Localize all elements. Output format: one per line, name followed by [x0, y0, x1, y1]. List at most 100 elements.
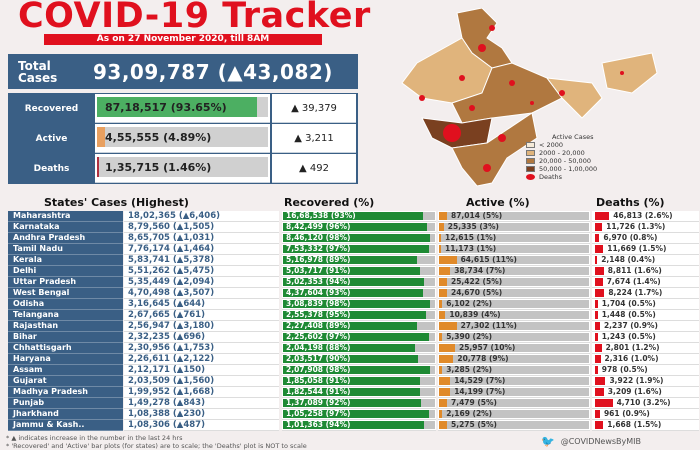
- table-row: Karnataka 8,79,560 (▲1,505) 8,42,499 (96%)…: [8, 222, 699, 233]
- active-bar: [439, 366, 443, 374]
- deaths-cell: 3,209 (1.6%): [592, 387, 699, 398]
- deaths-bar: [595, 377, 606, 385]
- table-row: Telangana 2,67,665 (▲761) 2,55,378 (95%) 10…: [8, 310, 699, 321]
- recovered-value: 8,42,499 (96%): [286, 222, 351, 231]
- state-name: Andhra Pradesh: [8, 233, 123, 244]
- recovered-cell: 1,37,089 (92%): [282, 398, 436, 409]
- active-bar: [439, 212, 447, 220]
- recovered-bar: [283, 366, 430, 374]
- recovered-bar: [283, 300, 430, 308]
- active-bar-track: [439, 366, 589, 374]
- total-cases-panel: Total Cases 93,09,787 (▲43,082): [8, 54, 358, 89]
- recovered-cell: 5,03,717 (91%): [282, 266, 436, 277]
- state-name: Haryana: [8, 354, 123, 365]
- summary-panel: Recovered 87,18,517 (93.65%) ▲ 39,379 Activ…: [8, 93, 358, 184]
- state-cases: 7,76,174 (▲1,464): [124, 244, 279, 255]
- map-northeast: [601, 52, 658, 94]
- deaths-bar: [595, 267, 604, 275]
- recovered-cell: 1,05,258 (97%): [282, 409, 436, 420]
- recovered-value: 2,07,908 (98%): [286, 365, 351, 374]
- legend-label: < 2000: [539, 141, 564, 149]
- legend-item: < 2000: [526, 141, 597, 149]
- recovered-column-header: Recovered (%): [284, 196, 375, 209]
- recovered-bar: [283, 223, 427, 231]
- recovered-cell: 3,08,839 (98%): [282, 299, 436, 310]
- deaths-value: 11,669 (1.5%): [607, 244, 667, 253]
- state-cases: 3,16,645 (▲644): [124, 299, 279, 310]
- deaths-cell: 8,811 (1.6%): [592, 266, 699, 277]
- recovered-cell: 5,16,978 (89%): [282, 255, 436, 266]
- summary-bar-fill: [97, 97, 258, 117]
- table-row: Madhya Pradesh 1,99,952 (▲1,668) 1,82,544 …: [8, 387, 699, 398]
- page-title: COVID-19 Tracker: [18, 0, 371, 36]
- summary-row-recovered: Recovered 87,18,517 (93.65%) ▲ 39,379: [8, 94, 358, 123]
- active-bar: [439, 399, 447, 407]
- active-bar: [439, 421, 447, 429]
- active-value: 25,335 (3%): [447, 222, 499, 231]
- recovered-cell: 2,04,198 (88%): [282, 343, 436, 354]
- state-name: Assam: [8, 365, 123, 376]
- summary-value: 87,18,517 (93.65%): [105, 101, 227, 114]
- deaths-cell: 1,704 (0.5%): [592, 299, 699, 310]
- active-bar: [439, 410, 443, 418]
- state-cases: 2,03,509 (▲1,560): [124, 376, 279, 387]
- deaths-value: 2,316 (1.0%): [604, 354, 659, 363]
- state-name: Tamil Nadu: [8, 244, 123, 255]
- recovered-bar: [283, 333, 429, 341]
- active-cell: 87,014 (5%): [438, 211, 590, 222]
- active-cell: 12,615 (1%): [438, 233, 590, 244]
- active-value: 6,102 (2%): [446, 299, 493, 308]
- deaths-bar: [595, 333, 598, 341]
- active-bar: [439, 355, 454, 363]
- deaths-bar: [595, 212, 610, 220]
- summary-bar-fill: [97, 127, 106, 147]
- recovered-bar: [283, 256, 417, 264]
- table-row: Bihar 2,32,235 (▲696) 2,25,602 (97%) 5,390 …: [8, 332, 699, 343]
- state-name: Delhi: [8, 266, 123, 277]
- recovered-value: 16,68,538 (93%): [286, 211, 356, 220]
- twitter-handle[interactable]: 🐦 @COVIDNewsByMIB: [541, 436, 641, 447]
- summary-bar: 4,55,555 (4.89%): [95, 124, 270, 153]
- active-bar: [439, 245, 441, 253]
- deaths-bar: [595, 223, 603, 231]
- active-value: 25,422 (5%): [451, 277, 503, 286]
- active-bar: [439, 311, 446, 319]
- active-bar-track: [439, 388, 589, 396]
- summary-delta: ▲ 3,211: [272, 124, 356, 153]
- deaths-bar: [595, 234, 600, 242]
- deaths-bar: [595, 388, 604, 396]
- legend-swatch: [526, 158, 535, 164]
- deaths-bar: [595, 399, 613, 407]
- active-value: 27,302 (11%): [460, 321, 517, 330]
- recovered-value: 2,25,602 (97%): [286, 332, 351, 341]
- state-cases: 5,35,449 (▲2,094): [124, 277, 279, 288]
- active-cell: 38,734 (7%): [438, 266, 590, 277]
- recovered-value: 4,37,604 (93%): [286, 288, 351, 297]
- state-name: Telangana: [8, 310, 123, 321]
- active-cell: 5,390 (2%): [438, 332, 590, 343]
- deaths-cell: 7,674 (1.4%): [592, 277, 699, 288]
- active-cell: 7,479 (5%): [438, 398, 590, 409]
- state-cases: 5,51,262 (▲5,475): [124, 266, 279, 277]
- legend-swatch: [526, 166, 535, 172]
- recovered-bar: [283, 245, 429, 253]
- summary-bar-track: [97, 127, 268, 147]
- state-name: Uttar Pradesh: [8, 277, 123, 288]
- active-value: 64,615 (11%): [460, 255, 517, 264]
- deaths-value: 1,668 (1.5%): [607, 420, 662, 429]
- state-name: Bihar: [8, 332, 123, 343]
- deaths-cell: 8,224 (1.7%): [592, 288, 699, 299]
- recovered-cell: 8,46,120 (98%): [282, 233, 436, 244]
- active-bar: [439, 344, 455, 352]
- table-row: Rajasthan 2,56,947 (▲3,180) 2,27,408 (89%)…: [8, 321, 699, 332]
- map-south: [451, 112, 538, 187]
- deaths-cell: 1,243 (0.5%): [592, 332, 699, 343]
- footnotes: * ▲ indicates increase in the number in …: [6, 434, 526, 450]
- state-name: Chhattisgarh: [8, 343, 123, 354]
- recovered-bar: [283, 399, 421, 407]
- active-bar-track: [439, 344, 589, 352]
- summary-bar: 1,35,715 (1.46%): [95, 154, 270, 183]
- active-bar-track: [439, 256, 589, 264]
- legend-item: 20,000 - 50,000: [526, 157, 597, 165]
- deaths-value: 2,148 (0.4%): [601, 255, 656, 264]
